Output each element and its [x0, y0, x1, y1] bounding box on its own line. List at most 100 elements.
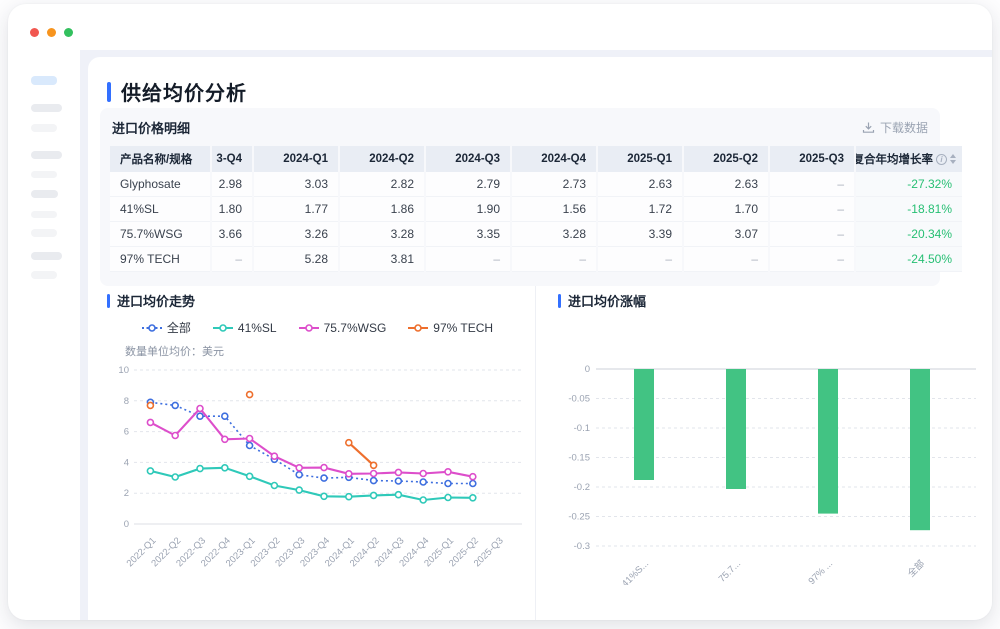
value-cell: 1.80 — [212, 197, 252, 222]
value-cell: 1.72 — [598, 197, 682, 222]
sidebar-skeleton-item — [31, 171, 57, 178]
value-cell: 3.28 — [340, 222, 424, 247]
legend-marker-icon — [212, 323, 233, 332]
bar-category-label: 75.7... — [717, 558, 743, 584]
cagr-header-label: 复合年均增长率 — [856, 154, 933, 166]
value-cell: 3.28 — [512, 222, 596, 247]
sidebar-skeleton-item — [31, 76, 57, 85]
import-price-detail-panel: 进口价格明细 下载数据 产品名称/规格 3-Q4 2024-Q1 2024-Q2 202… — [100, 108, 962, 286]
svg-text:8: 8 — [124, 396, 129, 407]
value-cell: 3.26 — [254, 222, 338, 247]
table-row: 97% TECH –5.28 3.81– – – – – -24.50% — [110, 247, 962, 272]
legend-marker-icon — [408, 323, 429, 332]
value-cell: 2.73 — [512, 172, 596, 197]
value-cell: 2.63 — [684, 172, 768, 197]
import-price-change-bar-chart: 0 -0.05 -0.1 -0.15 -0.2 -0.25 -0.3 41%S... 75.7.… — [568, 364, 976, 590]
price-trend-chart-block: 进口均价走势 全部 41%SL 75.7%WSG 97% TECH 数量单位均价：美元… — [100, 286, 535, 620]
legend-item-75.7%WSG[interactable]: 75.7%WSG — [298, 319, 387, 336]
sidebar-skeleton-item — [31, 124, 57, 132]
download-icon — [862, 122, 875, 133]
value-cell: 1.56 — [512, 197, 596, 222]
line-series-41%SL — [146, 464, 477, 504]
table-row: 41%SL 1.80 1.77 1.86 1.90 1.56 1.72 1.70– -18.81… — [110, 197, 962, 222]
value-cell: 2.79 — [426, 172, 510, 197]
sidebar-skeleton-item — [31, 151, 62, 159]
sidebar-skeleton-item — [31, 271, 57, 279]
svg-text:4: 4 — [124, 457, 129, 468]
value-cell: 3.39 — [598, 222, 682, 247]
title-accent-bar — [107, 81, 111, 102]
bar-75.7... — [726, 369, 746, 489]
value-cell: 1.90 — [426, 197, 510, 222]
value-cell: – — [770, 172, 854, 197]
value-cell: 2.98 — [212, 172, 252, 197]
legend-item-全部[interactable]: 全部 — [141, 319, 191, 336]
bar-category-label: 97% ... — [806, 558, 835, 585]
info-icon[interactable]: i — [936, 153, 947, 165]
import-price-table: 产品名称/规格 3-Q4 2024-Q1 2024-Q2 2024-Q3 2024-Q4 2… — [108, 146, 964, 272]
value-cell: 3.35 — [426, 222, 510, 247]
line-series-75.7%WSG — [146, 404, 477, 481]
window-close-button[interactable] — [30, 28, 39, 37]
value-cell: – — [684, 247, 768, 272]
column-header: 2025-Q2 — [684, 146, 768, 172]
table-row: Glyphosate 2.98 3.03 2.82 2.79 2.73 2.63 2.63– -… — [110, 172, 962, 197]
column-header: 产品名称/规格 — [110, 146, 210, 172]
value-cell: 1.70 — [684, 197, 768, 222]
value-cell: 3.03 — [254, 172, 338, 197]
trend-chart-legend: 全部 41%SL 75.7%WSG 97% TECH — [100, 319, 535, 336]
cagr-cell: -27.32% — [856, 172, 962, 197]
change-chart-title: 进口均价涨幅 — [568, 294, 647, 309]
sidebar-skeleton-item — [31, 252, 62, 260]
value-cell: 3.07 — [684, 222, 768, 247]
bar-41%S... — [634, 369, 654, 480]
value-cell: – — [770, 247, 854, 272]
svg-text:0: 0 — [124, 519, 129, 530]
svg-text:6: 6 — [124, 427, 129, 438]
legend-label: 41%SL — [237, 320, 277, 335]
svg-text:-0.15: -0.15 — [568, 453, 590, 464]
app-window: 供给均价分析 进口价格明细 下载数据 产品名称/规格 3-Q4 2024-Q1 202… — [8, 4, 992, 620]
svg-text:-0.1: -0.1 — [574, 423, 590, 434]
cagr-cell: -20.34% — [856, 222, 962, 247]
bar-97% ... — [818, 369, 838, 514]
charts-section: 进口均价走势 全部 41%SL 75.7%WSG 97% TECH 数量单位均价：美元… — [88, 286, 992, 620]
column-header: 3-Q4 — [212, 146, 252, 172]
value-cell: – — [212, 247, 252, 272]
product-name-cell: 97% TECH — [110, 247, 210, 272]
value-cell: 2.82 — [340, 172, 424, 197]
sidebar-skeleton-item — [31, 211, 57, 218]
unit-note: 数量单位均价：美元 — [125, 346, 224, 358]
svg-text:-0.05: -0.05 — [568, 394, 590, 405]
column-header: 2025-Q3 — [770, 146, 854, 172]
svg-text:-0.25: -0.25 — [568, 512, 590, 523]
bar-category-label: 41%S... — [620, 558, 651, 585]
value-cell: – — [770, 197, 854, 222]
product-name-cell: 41%SL — [110, 197, 210, 222]
svg-text:-0.3: -0.3 — [574, 541, 590, 552]
content-area: 供给均价分析 进口价格明细 下载数据 产品名称/规格 3-Q4 2024-Q1 202… — [80, 50, 992, 620]
legend-label: 75.7%WSG — [323, 320, 387, 335]
legend-marker-icon — [298, 323, 319, 332]
import-price-trend-line-chart: 02468102022-Q12022-Q22022-Q32022-Q42023-… — [118, 365, 522, 569]
legend-item-97% TECH[interactable]: 97% TECH — [408, 319, 493, 336]
line-series-全部 — [146, 398, 477, 488]
sort-icon[interactable] — [950, 154, 956, 164]
section-accent-bar — [558, 293, 561, 308]
cagr-cell: -24.50% — [856, 247, 962, 272]
cagr-sort-header[interactable]: 复合年均增长率 i — [856, 146, 962, 172]
legend-label: 97% TECH — [433, 320, 494, 335]
value-cell: – — [426, 247, 510, 272]
sidebar-skeleton — [8, 50, 80, 610]
window-minimize-button[interactable] — [47, 28, 56, 37]
value-cell: 1.86 — [340, 197, 424, 222]
legend-item-41%SL[interactable]: 41%SL — [212, 319, 277, 336]
column-header: 2024-Q2 — [340, 146, 424, 172]
value-cell: 5.28 — [254, 247, 338, 272]
value-cell: – — [512, 247, 596, 272]
page-title-row: 供给均价分析 — [107, 77, 992, 106]
price-change-chart-block: 进口均价涨幅 0 -0.05 -0.1 -0.15 -0.2 -0.25 -0.3 41%S.… — [535, 286, 992, 620]
download-data-button[interactable]: 下载数据 — [862, 119, 928, 136]
window-zoom-button[interactable] — [64, 28, 73, 37]
sidebar-skeleton-item — [31, 229, 57, 237]
